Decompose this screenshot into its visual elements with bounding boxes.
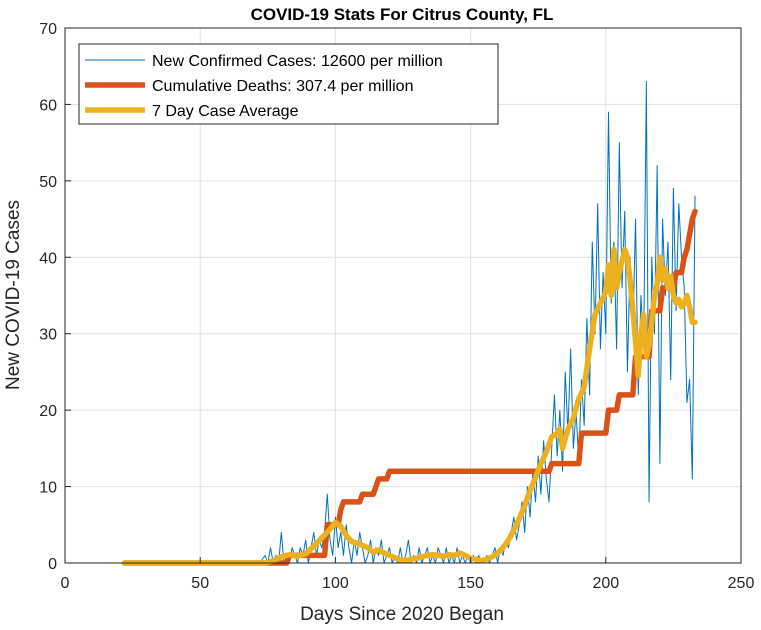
y-tick-label-2: 20 [39, 403, 57, 420]
y-axis-ticks: 0 10 20 30 40 50 60 70 [39, 21, 71, 573]
legend-entry-0: New Confirmed Cases: 12600 per million [152, 53, 443, 70]
chart-title: COVID-19 Stats For Citrus County, FL [251, 5, 554, 24]
y-axis-label: New COVID-19 Cases [3, 200, 24, 390]
legend: New Confirmed Cases: 12600 per million Cu… [78, 43, 499, 125]
x-axis-label: Days Since 2020 Began [300, 604, 504, 625]
x-tick-label-4: 200 [592, 575, 619, 592]
y-tick-label-1: 10 [39, 480, 57, 497]
legend-box [78, 43, 499, 125]
series-line-2 [121, 246, 698, 566]
x-tick-label-3: 150 [457, 575, 484, 592]
x-axis-ticks: 0 50 100 150 200 250 [61, 557, 755, 592]
x-tick-label-5: 250 [728, 575, 755, 592]
legend-entry-2: 7 Day Case Average [152, 103, 299, 120]
y-tick-label-5: 50 [39, 174, 57, 191]
y-tick-label-0: 0 [48, 556, 57, 573]
y-tick-label-6: 60 [39, 97, 57, 114]
x-tick-label-2: 100 [322, 575, 349, 592]
y-tick-label-4: 40 [39, 250, 57, 267]
x-tick-label-1: 50 [191, 575, 209, 592]
series-line-1 [121, 208, 698, 566]
y-tick-label-3: 30 [39, 327, 57, 344]
x-tick-label-0: 0 [61, 575, 70, 592]
plot-frame [64, 27, 742, 564]
y-tick-label-7: 70 [39, 21, 57, 38]
legend-entry-1: Cumulative Deaths: 307.4 per million [152, 78, 413, 95]
